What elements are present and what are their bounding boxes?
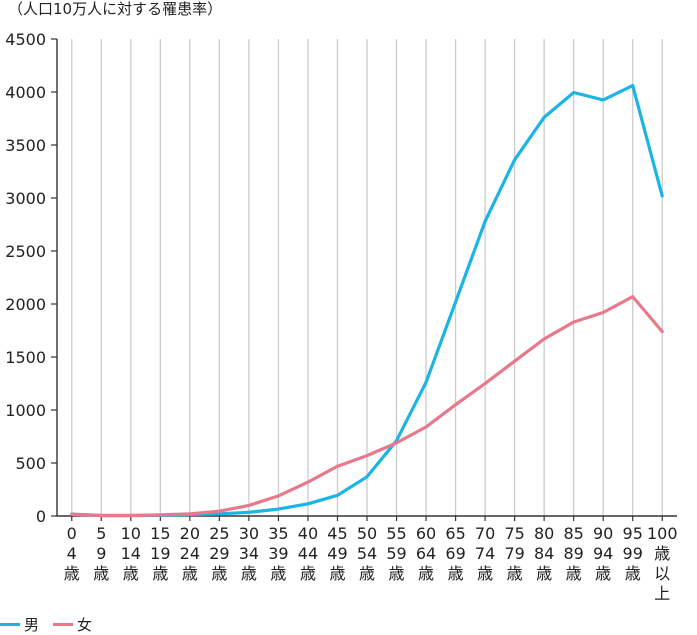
x-tick-label: 50 54 歳 <box>357 524 377 583</box>
y-tick-label: 3500 <box>5 136 46 155</box>
x-tick-label: 60 64 歳 <box>416 524 436 583</box>
x-tick-label: 25 29 歳 <box>209 524 229 583</box>
x-tick-label: 10 14 歳 <box>121 524 141 583</box>
series-line-female <box>70 295 664 518</box>
legend-label-female: 女 <box>77 616 93 634</box>
x-tick-label: 45 49 歳 <box>327 524 347 583</box>
x-tick-label: 100 歳以上 <box>647 524 678 603</box>
legend-item-male: 男 <box>0 614 39 635</box>
y-tick-label: 500 <box>15 454 46 473</box>
x-tick-label: 40 44 歳 <box>298 524 318 583</box>
x-tick-label: 90 94 歳 <box>593 524 613 583</box>
x-tick-label: 35 39 歳 <box>268 524 288 583</box>
y-tick-label: 1500 <box>5 348 46 367</box>
x-tick-label: 70 74 歳 <box>475 524 495 583</box>
x-tick-label: 85 89 歳 <box>563 524 583 583</box>
legend-item-female: 女 <box>53 614 92 635</box>
x-tick-label: 80 84 歳 <box>534 524 554 583</box>
x-tick-label: 30 34 歳 <box>239 524 259 583</box>
x-tick-label: 15 19 歳 <box>150 524 170 583</box>
x-tick-label: 95 99 歳 <box>623 524 643 583</box>
y-axis-ticks: 0 500 1000 1500 2000 2500 3000 3500 4000 4500 <box>5 30 57 526</box>
legend-swatch-female <box>53 623 74 626</box>
legend-label-male: 男 <box>24 616 40 634</box>
y-tick-label: 0 <box>36 507 46 526</box>
series-lines <box>70 83 664 518</box>
y-tick-label: 2500 <box>5 242 46 261</box>
y-tick-label: 2000 <box>5 295 46 314</box>
y-tick-label: 3000 <box>5 189 46 208</box>
legend: 男 女 <box>0 614 106 635</box>
legend-swatch-male <box>0 623 20 626</box>
y-tick-label: 1000 <box>5 401 46 420</box>
x-axis-ticks: 0 4 歳 5 9 歳 10 14 歳 15 19 歳 20 24 歳 25 29 歳 30 34 歳 35 39 歳 40 44… <box>64 516 678 603</box>
grid-lines <box>71 39 663 516</box>
unit-label: （人口10万人に対する罹患率） <box>8 0 223 18</box>
x-tick-label: 20 24 歳 <box>180 524 200 583</box>
y-tick-label: 4000 <box>5 83 46 102</box>
x-tick-label: 75 79 歳 <box>504 524 524 583</box>
y-tick-label: 4500 <box>5 30 46 49</box>
x-tick-label: 65 69 歳 <box>445 524 465 583</box>
x-tick-label: 55 59 歳 <box>386 524 406 583</box>
